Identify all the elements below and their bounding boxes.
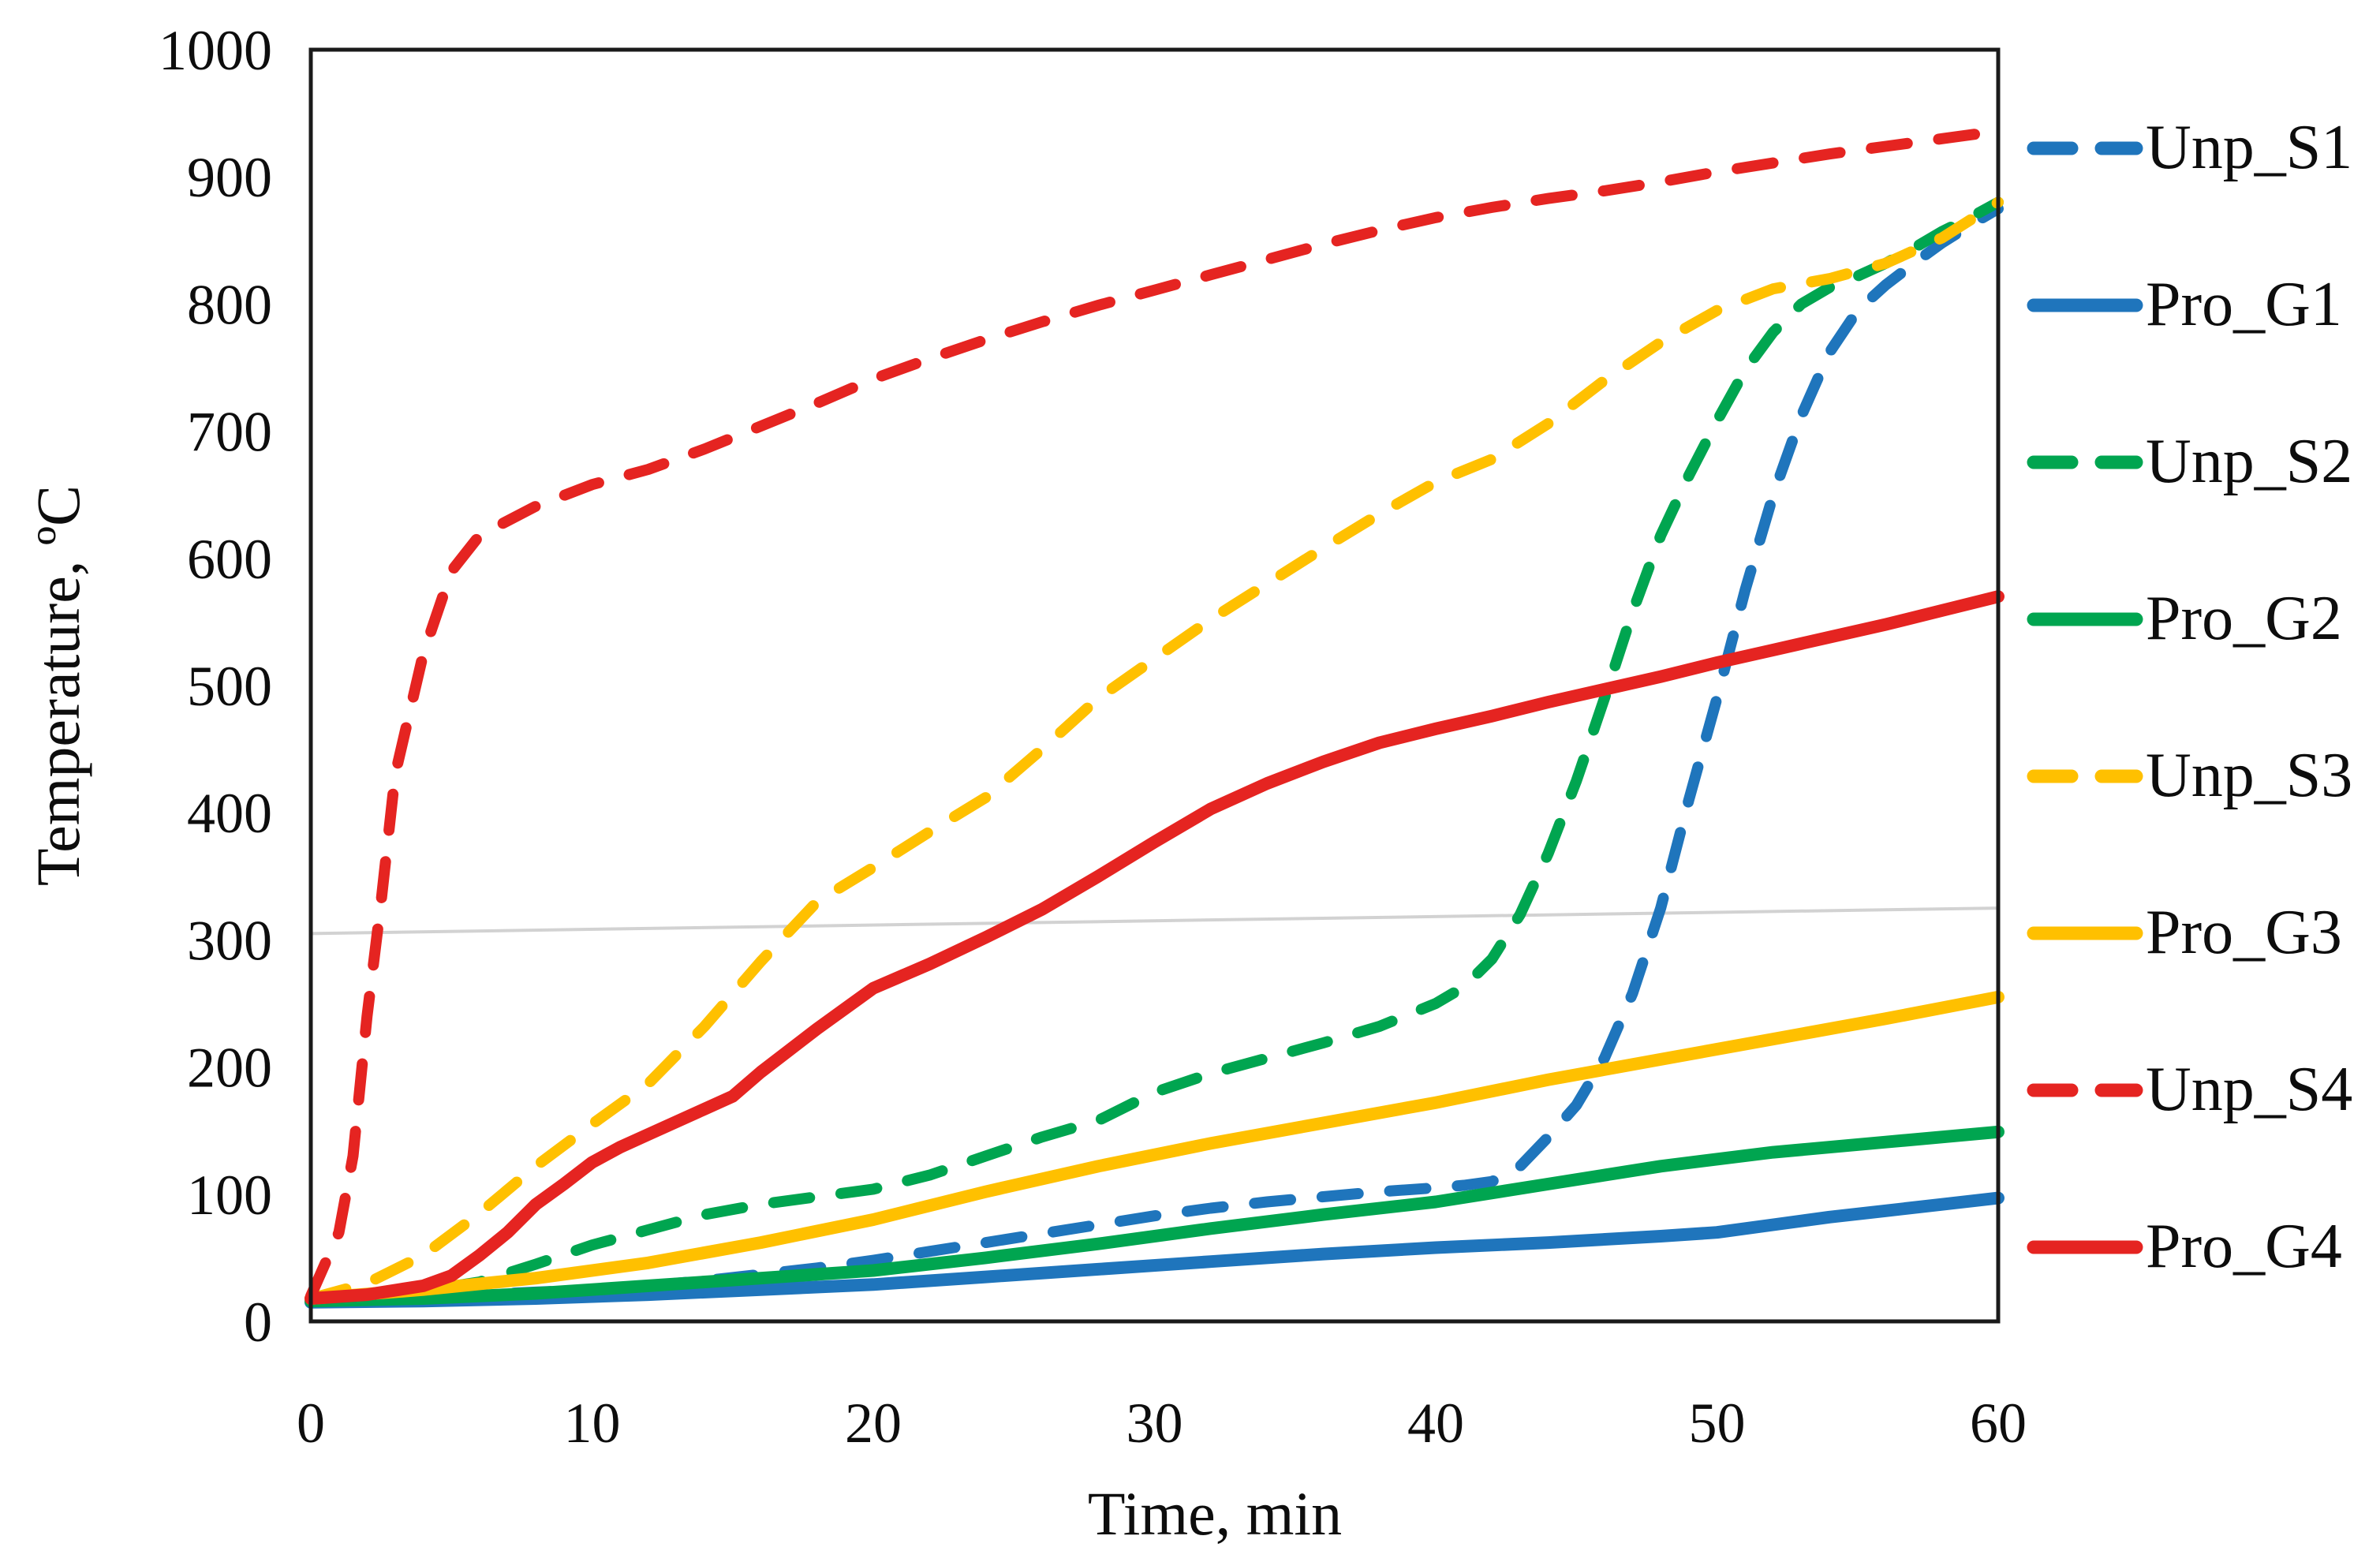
x-tick-label-10: 10 bbox=[564, 1392, 621, 1455]
plot-border bbox=[308, 47, 2001, 1324]
series-line-pro-g3 bbox=[305, 990, 2005, 1305]
series-line-pro-g4 bbox=[305, 590, 2005, 1305]
legend-item-pro-g3: Pro_G3 bbox=[2026, 854, 2373, 1011]
x-tick-label-60: 60 bbox=[1970, 1392, 2027, 1455]
legend-label: Pro_G2 bbox=[2146, 584, 2342, 653]
reference-line-layer bbox=[310, 906, 1999, 936]
chart-legend: Unp_S1 Pro_G1 Unp_S2 Pro_G2 Unp_S3 Pro_G… bbox=[2026, 69, 2373, 1325]
legend-label: Unp_S1 bbox=[2146, 113, 2353, 182]
solid-line-icon bbox=[2027, 1240, 2143, 1254]
solid-line-icon bbox=[2027, 298, 2143, 312]
y-tick-label-200: 200 bbox=[187, 1037, 272, 1100]
series-line-unp-s3 bbox=[305, 196, 2004, 1304]
y-tick-label-1000: 1000 bbox=[159, 19, 272, 82]
x-axis-tick-labels: 0 10 20 30 40 50 60 bbox=[297, 1392, 2027, 1455]
legend-item-unp-s3: Unp_S3 bbox=[2026, 697, 2373, 854]
x-axis-title: Time, min bbox=[1088, 1479, 1342, 1548]
x-tick-label-40: 40 bbox=[1407, 1392, 1464, 1455]
dashed-line-icon bbox=[2027, 1083, 2143, 1097]
x-tick-label-20: 20 bbox=[845, 1392, 902, 1455]
series-line-pro-g1 bbox=[305, 1191, 2005, 1309]
dashed-line-icon bbox=[2027, 141, 2143, 155]
legend-item-pro-g4: Pro_G4 bbox=[2026, 1168, 2373, 1325]
y-axis-title: Temperature, ºC bbox=[24, 485, 92, 886]
series-line-unp-s1 bbox=[305, 203, 2004, 1306]
legend-item-unp-s4: Unp_S4 bbox=[2026, 1011, 2373, 1168]
x-tick-label-30: 30 bbox=[1126, 1392, 1183, 1455]
dashed-line-icon bbox=[2027, 769, 2143, 783]
legend-label: Unp_S3 bbox=[2146, 741, 2353, 810]
legend-item-pro-g1: Pro_G1 bbox=[2026, 226, 2373, 383]
y-tick-label-400: 400 bbox=[187, 782, 272, 845]
series-line-unp-s4 bbox=[305, 125, 2004, 1302]
legend-label: Pro_G3 bbox=[2146, 898, 2342, 967]
legend-label: Unp_S4 bbox=[2146, 1055, 2353, 1124]
solid-line-icon bbox=[2027, 926, 2143, 940]
series-lines-layer bbox=[305, 125, 2005, 1309]
reference-line bbox=[310, 906, 1999, 936]
legend-item-unp-s2: Unp_S2 bbox=[2026, 383, 2373, 540]
legend-label: Pro_G4 bbox=[2146, 1212, 2342, 1281]
y-tick-label-900: 900 bbox=[187, 146, 272, 209]
legend-label: Unp_S2 bbox=[2146, 427, 2353, 496]
y-axis-tick-labels: 0 100 200 300 400 500 600 700 800 900 1000 bbox=[159, 19, 272, 1354]
x-tick-label-0: 0 bbox=[297, 1392, 325, 1455]
y-tick-label-500: 500 bbox=[187, 655, 272, 718]
y-tick-label-300: 300 bbox=[187, 909, 272, 972]
legend-item-unp-s1: Unp_S1 bbox=[2026, 69, 2373, 226]
legend-item-pro-g2: Pro_G2 bbox=[2026, 540, 2373, 697]
dashed-line-icon bbox=[2027, 455, 2143, 469]
y-tick-label-0: 0 bbox=[244, 1291, 272, 1354]
y-tick-label-700: 700 bbox=[187, 401, 272, 464]
x-tick-label-50: 50 bbox=[1689, 1392, 1746, 1455]
series-line-pro-g2 bbox=[305, 1125, 2005, 1308]
y-tick-label-800: 800 bbox=[187, 273, 272, 336]
solid-line-icon bbox=[2027, 612, 2143, 626]
y-tick-label-600: 600 bbox=[187, 528, 272, 591]
y-tick-label-100: 100 bbox=[187, 1164, 272, 1227]
legend-label: Pro_G1 bbox=[2146, 270, 2342, 339]
series-line-unp-s2 bbox=[305, 196, 2004, 1306]
